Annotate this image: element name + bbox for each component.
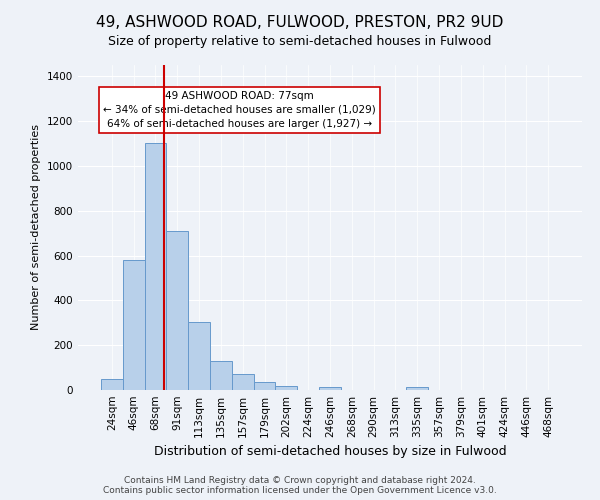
- Bar: [254, 382, 275, 390]
- Bar: [123, 260, 145, 390]
- Bar: [319, 386, 341, 390]
- Y-axis label: Number of semi-detached properties: Number of semi-detached properties: [31, 124, 41, 330]
- Text: 49, ASHWOOD ROAD, FULWOOD, PRESTON, PR2 9UD: 49, ASHWOOD ROAD, FULWOOD, PRESTON, PR2 …: [97, 15, 503, 30]
- Bar: [232, 374, 254, 390]
- Bar: [101, 379, 123, 390]
- Bar: [188, 322, 210, 390]
- Text: Size of property relative to semi-detached houses in Fulwood: Size of property relative to semi-detach…: [109, 35, 491, 48]
- Bar: [406, 386, 428, 390]
- Bar: [275, 386, 297, 390]
- Text: Contains HM Land Registry data © Crown copyright and database right 2024.
Contai: Contains HM Land Registry data © Crown c…: [103, 476, 497, 495]
- Bar: [145, 144, 166, 390]
- Text: 49 ASHWOOD ROAD: 77sqm
← 34% of semi-detached houses are smaller (1,029)
64% of : 49 ASHWOOD ROAD: 77sqm ← 34% of semi-det…: [103, 91, 376, 129]
- X-axis label: Distribution of semi-detached houses by size in Fulwood: Distribution of semi-detached houses by …: [154, 446, 506, 458]
- Bar: [166, 231, 188, 390]
- Bar: [210, 361, 232, 390]
